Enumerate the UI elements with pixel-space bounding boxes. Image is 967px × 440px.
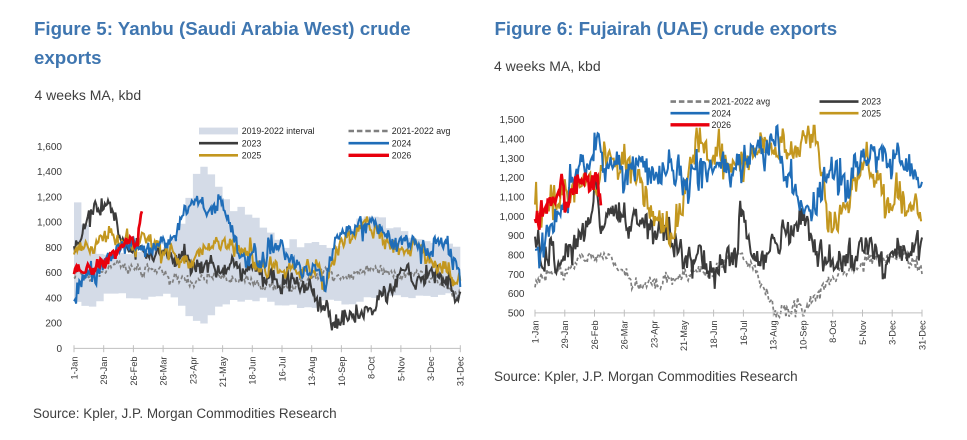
- svg-text:2025: 2025: [242, 150, 262, 160]
- svg-text:2026: 2026: [392, 150, 412, 160]
- svg-text:31-Dec: 31-Dec: [456, 356, 466, 386]
- svg-text:1-Jan: 1-Jan: [69, 357, 79, 380]
- svg-text:23-Apr: 23-Apr: [188, 357, 198, 385]
- svg-text:26-Mar: 26-Mar: [159, 357, 169, 386]
- svg-text:10-Sep: 10-Sep: [798, 320, 808, 350]
- svg-text:29-Jan: 29-Jan: [560, 320, 570, 348]
- svg-text:2019-2022 interval: 2019-2022 interval: [242, 126, 315, 136]
- svg-text:31-Dec: 31-Dec: [917, 320, 927, 350]
- svg-text:26-Feb: 26-Feb: [590, 320, 600, 349]
- svg-text:2026: 2026: [712, 120, 732, 130]
- svg-text:400: 400: [45, 293, 62, 304]
- svg-text:1,300: 1,300: [499, 154, 524, 165]
- svg-text:5-Nov: 5-Nov: [858, 320, 868, 345]
- svg-text:18-Jun: 18-Jun: [709, 320, 719, 348]
- svg-text:16-Jul: 16-Jul: [277, 357, 287, 382]
- svg-text:3-Dec: 3-Dec: [426, 356, 436, 381]
- svg-text:2024: 2024: [392, 138, 412, 148]
- svg-text:200: 200: [45, 319, 62, 330]
- svg-text:13-Aug: 13-Aug: [769, 320, 779, 350]
- svg-text:500: 500: [508, 309, 525, 320]
- svg-text:2023: 2023: [242, 138, 262, 148]
- svg-text:3-Dec: 3-Dec: [888, 320, 898, 345]
- svg-text:8-Oct: 8-Oct: [828, 320, 838, 343]
- svg-text:1,500: 1,500: [499, 115, 524, 126]
- svg-text:29-Jan: 29-Jan: [99, 357, 109, 385]
- svg-text:1,200: 1,200: [499, 173, 524, 184]
- svg-text:16-Jul: 16-Jul: [739, 320, 749, 345]
- svg-text:21-May: 21-May: [218, 356, 228, 387]
- svg-text:600: 600: [508, 289, 525, 300]
- svg-text:26-Feb: 26-Feb: [129, 357, 139, 386]
- svg-text:1,400: 1,400: [499, 135, 524, 146]
- svg-text:2021-2022 avg: 2021-2022 avg: [712, 97, 771, 107]
- svg-text:2024: 2024: [712, 108, 732, 118]
- svg-text:2023: 2023: [862, 97, 882, 107]
- svg-text:600: 600: [45, 268, 62, 279]
- svg-text:10-Sep: 10-Sep: [337, 357, 347, 387]
- svg-text:5-Nov: 5-Nov: [396, 356, 406, 381]
- svg-text:1-Jan: 1-Jan: [530, 320, 540, 343]
- svg-text:8-Oct: 8-Oct: [367, 356, 377, 379]
- svg-text:1,100: 1,100: [499, 193, 524, 204]
- svg-text:900: 900: [508, 231, 525, 242]
- svg-text:26-Mar: 26-Mar: [620, 320, 630, 349]
- svg-text:18-Jun: 18-Jun: [248, 357, 258, 385]
- svg-text:700: 700: [508, 270, 525, 281]
- svg-text:2021-2022 avg: 2021-2022 avg: [392, 126, 451, 136]
- svg-text:800: 800: [45, 243, 62, 254]
- svg-text:2025: 2025: [862, 108, 882, 118]
- svg-text:1,400: 1,400: [37, 167, 62, 178]
- svg-text:13-Aug: 13-Aug: [307, 357, 317, 387]
- svg-text:1,000: 1,000: [37, 218, 62, 229]
- svg-text:800: 800: [508, 251, 525, 262]
- svg-text:21-May: 21-May: [679, 320, 689, 351]
- svg-text:1,000: 1,000: [499, 212, 524, 223]
- svg-text:1,200: 1,200: [37, 192, 62, 203]
- svg-text:0: 0: [56, 344, 62, 355]
- svg-text:23-Apr: 23-Apr: [650, 320, 660, 348]
- svg-text:1,600: 1,600: [37, 142, 62, 153]
